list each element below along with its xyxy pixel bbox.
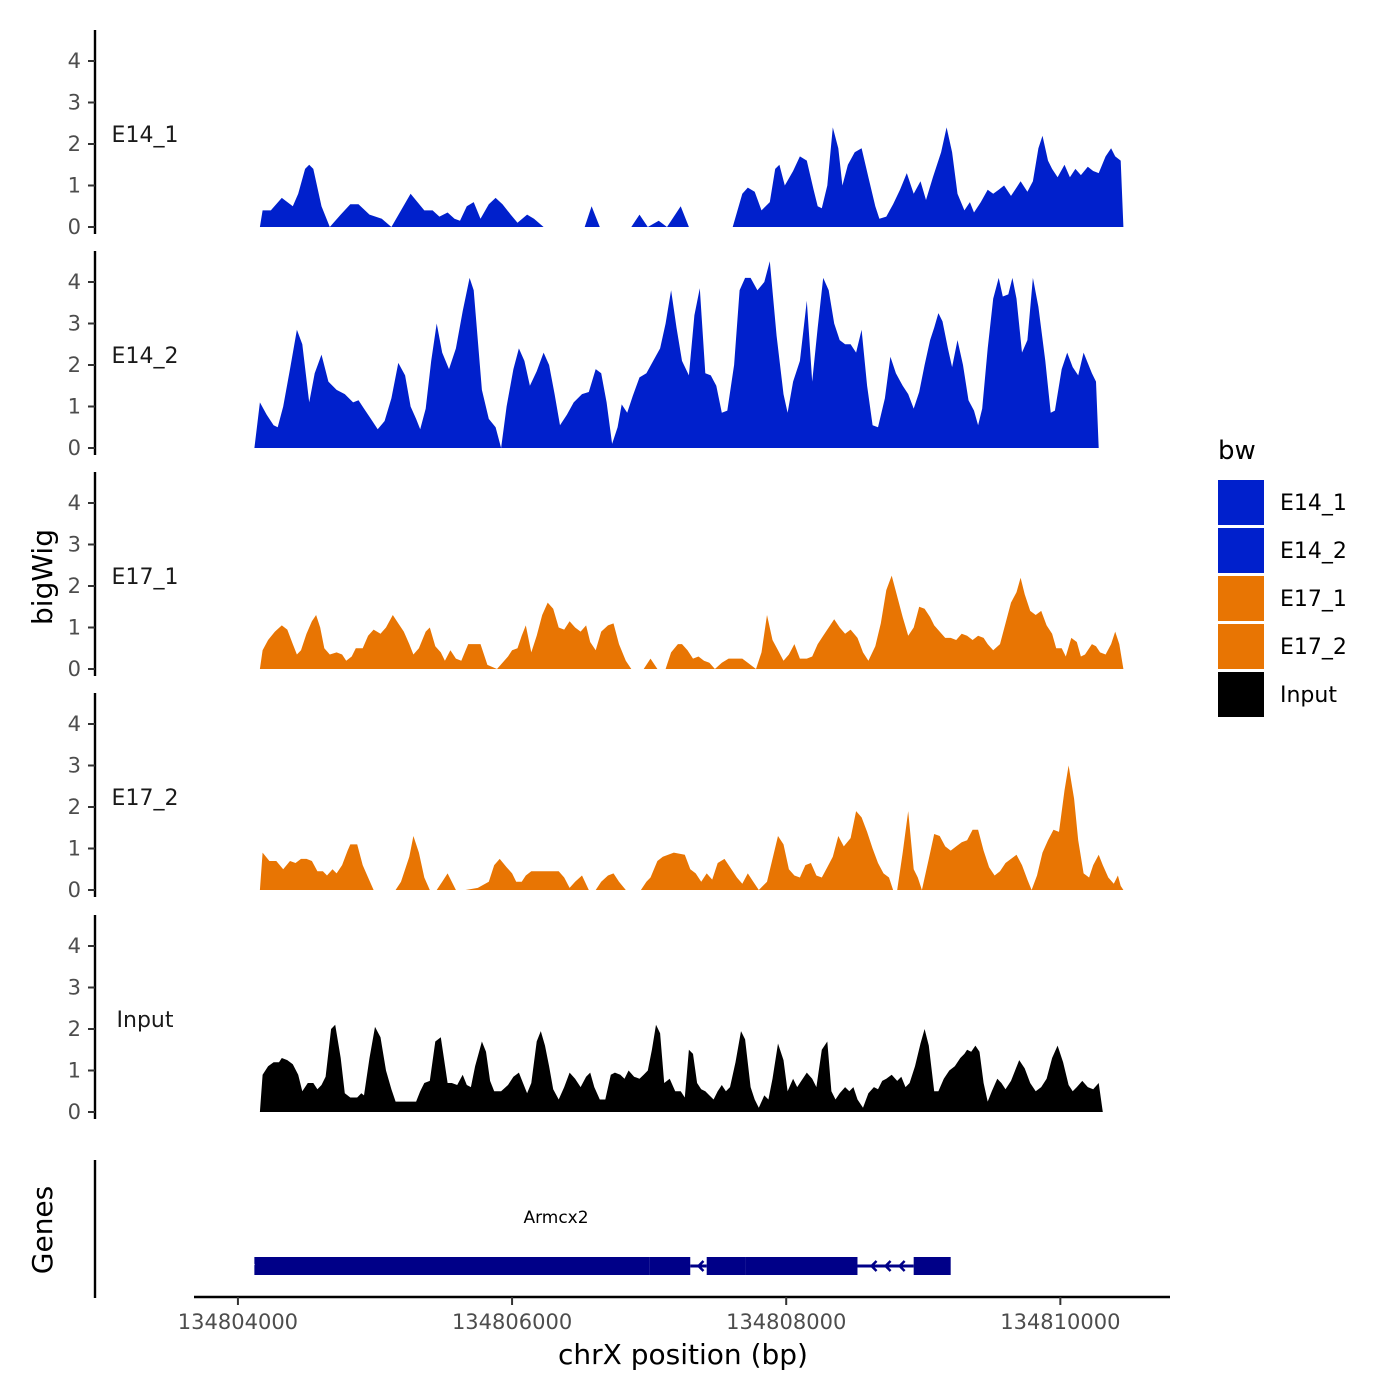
track-panels: 0 1 2 3 4 E14_1 0 1 2 3 4 E14_2 0 1 2 3 4 E17_1 0 1 2 3 4 E17_2… (68, 30, 1124, 1124)
gene-start-mark (249, 1263, 255, 1269)
track-E17_1: 0 1 2 3 4 E17_1 (68, 472, 1124, 681)
y-tick-label: 2 (68, 1017, 81, 1041)
y-tick-label: 2 (68, 795, 81, 819)
track-Input: 0 1 2 3 4 Input (68, 915, 1103, 1124)
gene-exon (254, 1257, 650, 1275)
y-tick-label: 0 (68, 436, 81, 460)
y-tick-label: 1 (68, 395, 81, 419)
y-tick-label: 3 (68, 533, 81, 557)
y-tick-label: 0 (68, 878, 81, 902)
x-tick-label: 134804000 (178, 1310, 298, 1334)
track-label: E14_1 (112, 123, 179, 148)
legend-label: E17_2 (1280, 635, 1347, 660)
y-tick-label: 0 (68, 215, 81, 239)
track-E17_2: 0 1 2 3 4 E17_2 (68, 693, 1124, 902)
y-tick-label: 0 (68, 657, 81, 681)
y-tick-label: 4 (68, 712, 81, 736)
signal-area-E14_1 (259, 127, 1124, 227)
y-tick-label: 1 (68, 837, 81, 861)
legend-label: Input (1280, 683, 1337, 708)
y-tick-label: 4 (68, 491, 81, 515)
y-axis-title-genes: Genes (26, 1186, 59, 1274)
signal-area-E14_2 (254, 261, 1099, 448)
signal-area-E17_2 (259, 765, 1124, 890)
legend-label: E14_2 (1280, 539, 1347, 564)
y-tick-label: 2 (68, 353, 81, 377)
y-tick-label: 4 (68, 270, 81, 294)
signal-area-Input (259, 1024, 1103, 1112)
y-tick-label: 0 (68, 1100, 81, 1124)
track-label: E17_2 (112, 786, 179, 811)
x-tick-label: 134806000 (452, 1310, 572, 1334)
y-axis-title-bigwig: bigWig (26, 529, 59, 625)
y-tick-label: 4 (68, 49, 81, 73)
gene-exon (745, 1257, 858, 1275)
legend-label: E17_1 (1280, 587, 1347, 612)
y-tick-label: 1 (68, 1059, 81, 1083)
y-tick-label: 3 (68, 754, 81, 778)
y-tick-label: 2 (68, 132, 81, 156)
track-label: Input (117, 1008, 174, 1033)
legend: bw E14_1 E14_2 E17_1 E17_2 Input (1218, 436, 1347, 717)
legend-swatch-E17_2 (1218, 624, 1264, 669)
gene-exon (649, 1257, 691, 1275)
y-tick-label: 1 (68, 616, 81, 640)
legend-swatch-E14_2 (1218, 528, 1264, 573)
track-label: E17_1 (112, 565, 179, 590)
track-E14_2: 0 1 2 3 4 E14_2 (68, 251, 1099, 460)
x-axis-title: chrX position (bp) (558, 1338, 808, 1371)
gene-exon (913, 1257, 951, 1275)
gene-exon (706, 1257, 746, 1275)
legend-swatch-E14_1 (1218, 480, 1264, 525)
legend-label: E14_1 (1280, 491, 1347, 516)
y-tick-label: 3 (68, 312, 81, 336)
y-tick-label: 1 (68, 174, 81, 198)
track-label: E14_2 (112, 344, 179, 369)
signal-area-E17_1 (259, 575, 1124, 669)
legend-swatch-Input (1218, 672, 1264, 717)
x-axis: 134804000 134806000 134808000 134810000 (178, 1295, 1170, 1334)
strand-arrow (883, 1260, 892, 1272)
y-tick-label: 4 (68, 934, 81, 958)
strand-arrow (696, 1260, 705, 1272)
strand-arrow (897, 1260, 906, 1272)
legend-title: bw (1218, 436, 1256, 466)
gene-label: Armcx2 (523, 1208, 588, 1228)
y-tick-label: 3 (68, 91, 81, 115)
legend-swatch-E17_1 (1218, 576, 1264, 621)
x-tick-label: 134810000 (1000, 1310, 1120, 1334)
y-tick-label: 2 (68, 574, 81, 598)
strand-arrow (869, 1260, 878, 1272)
y-tick-label: 3 (68, 976, 81, 1000)
x-tick-label: 134808000 (726, 1310, 846, 1334)
genes-panel: Armcx2 (93, 1160, 951, 1298)
track-E14_1: 0 1 2 3 4 E14_1 (68, 30, 1124, 239)
